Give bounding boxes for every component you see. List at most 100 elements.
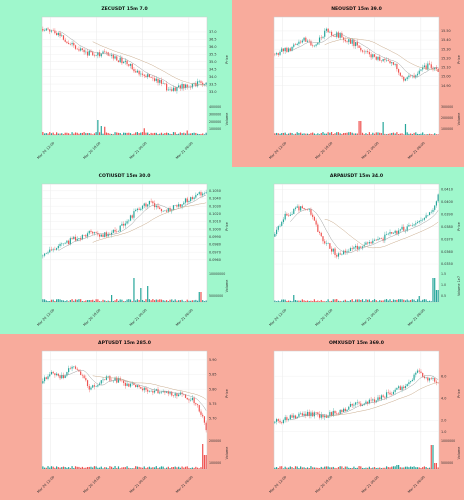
candle-body	[291, 46, 293, 51]
candle-body	[410, 225, 412, 226]
candle-body	[391, 394, 393, 395]
candle-body	[428, 378, 431, 381]
candle-body	[373, 399, 376, 402]
volume-bar	[178, 466, 180, 469]
volume-bar	[401, 467, 403, 469]
volume-bar	[81, 466, 83, 469]
volume-bar	[396, 132, 398, 135]
candle-body	[322, 414, 324, 418]
candle-body	[380, 60, 383, 62]
candle-body	[306, 411, 309, 416]
candle-body	[126, 60, 128, 65]
volume-bar	[437, 290, 439, 302]
candle-body	[385, 234, 388, 235]
volume-bar	[360, 121, 362, 135]
candle-body	[68, 240, 70, 245]
volume-bar	[410, 133, 412, 135]
volume-bar	[166, 467, 168, 469]
volume-bar	[406, 299, 408, 302]
candle-body	[52, 30, 54, 31]
volume-bar	[202, 133, 204, 135]
candle-body	[128, 383, 130, 387]
candle-body	[382, 238, 384, 241]
volume-bars	[274, 121, 439, 135]
candle-body	[382, 395, 384, 397]
candle-body	[135, 71, 137, 73]
volume-tick-label: 1.0	[441, 283, 446, 287]
candle-body	[317, 224, 319, 232]
volume-bar	[275, 467, 278, 469]
candle-body	[420, 371, 422, 373]
candle-body	[293, 208, 295, 214]
volume-bar	[363, 301, 365, 302]
volume-bar	[116, 468, 118, 469]
candle-body	[202, 82, 204, 85]
volume-bar	[205, 300, 207, 302]
volume-bars	[274, 278, 439, 302]
volume-bar	[93, 300, 96, 302]
volume-bar	[81, 132, 83, 135]
volume-bar	[373, 467, 376, 469]
candle-body	[336, 254, 338, 257]
candle-body	[43, 253, 46, 256]
volume-bar	[320, 299, 322, 302]
volume-bar	[284, 299, 286, 302]
volume-bar	[372, 467, 374, 469]
volume-bar	[361, 467, 364, 469]
candle-body	[54, 249, 56, 250]
candle-body	[74, 45, 77, 49]
candle-body	[432, 378, 434, 379]
price-tick-label: 4.0	[441, 397, 446, 401]
volume-bar	[92, 299, 94, 302]
volume-bar	[413, 132, 415, 135]
candle-body	[200, 192, 202, 196]
volume-bar	[98, 301, 101, 302]
volume-bar	[50, 299, 53, 302]
volume-bar	[372, 132, 374, 135]
candle-body	[415, 75, 417, 78]
volume-bar	[62, 300, 65, 302]
candle-body	[123, 380, 125, 384]
candle-body	[325, 243, 328, 244]
volume-bar	[380, 468, 383, 469]
candle-body	[324, 30, 326, 37]
volume-bar	[425, 299, 427, 302]
candle-body	[422, 67, 424, 70]
volume-bar	[399, 467, 401, 469]
candle-body	[184, 84, 187, 89]
volume-bar	[54, 134, 56, 135]
volume-bar	[162, 133, 164, 135]
volume-bar	[420, 300, 422, 302]
candle-body	[116, 56, 118, 61]
candle-body	[330, 412, 333, 416]
price-tick-label: 0.0960	[209, 258, 221, 262]
candle-body	[131, 215, 133, 218]
volume-bar	[114, 300, 116, 302]
candle-body	[288, 419, 290, 421]
candle-body	[45, 28, 47, 31]
volume-bar	[348, 301, 350, 302]
candle-body	[349, 39, 352, 44]
candle-body	[394, 230, 396, 233]
price-tick-label: 15.20	[441, 56, 451, 60]
candle-body	[355, 402, 357, 405]
volume-bar	[286, 467, 288, 469]
candle-body	[286, 47, 288, 52]
volume-bar	[159, 299, 161, 302]
volume-bar	[327, 466, 329, 469]
candle-body	[68, 42, 70, 45]
volume-bar	[174, 132, 176, 135]
volume-bar	[52, 299, 54, 302]
plot-area	[273, 16, 440, 136]
volume-bar	[178, 300, 180, 302]
volume-bar	[401, 133, 403, 135]
candle-body	[284, 417, 286, 421]
volume-bar	[293, 295, 295, 302]
volume-bar	[360, 466, 362, 469]
volume-bar	[102, 468, 104, 469]
candle-body	[274, 421, 276, 423]
volume-bar	[90, 300, 92, 302]
volume-bar	[394, 133, 396, 135]
volume-bar	[155, 299, 157, 302]
volume-bar	[141, 467, 144, 469]
